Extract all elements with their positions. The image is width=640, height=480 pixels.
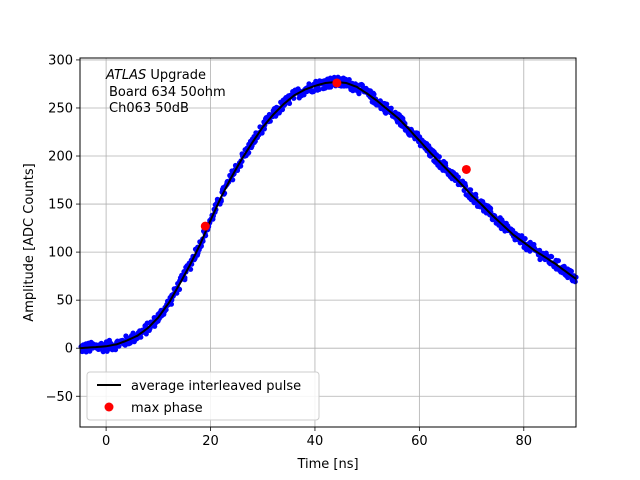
sample-point	[568, 268, 575, 274]
max-phase-point	[461, 164, 471, 174]
axis-ticks	[76, 59, 525, 431]
max-phase-marker-layer	[200, 78, 471, 231]
y-tick-label: 300	[48, 53, 73, 68]
y-tick-label: −50	[46, 390, 73, 405]
sample-point	[279, 106, 286, 113]
legend: average interleaved pulse max phase	[86, 371, 320, 421]
legend-marker-swatch	[104, 402, 114, 412]
sample-point	[143, 331, 149, 337]
sample-point	[316, 86, 322, 92]
y-tick-label: 50	[56, 294, 73, 309]
annotation-brand: ATLAS	[105, 68, 146, 83]
x-tick-label: 40	[307, 434, 324, 449]
y-tick-label: 0	[65, 342, 73, 357]
sample-point	[168, 301, 174, 307]
y-tick-label: 100	[48, 246, 73, 261]
grid-lines	[80, 58, 576, 427]
tick-labels: 0 20 40 60 80 −50 0 50 100 150 200 250 300	[46, 53, 533, 449]
sample-point	[468, 187, 474, 193]
sample-point	[522, 236, 528, 242]
max-phase-point	[332, 78, 342, 88]
y-tick-label: 150	[48, 198, 73, 213]
sample-point	[384, 101, 390, 107]
plot-frame	[79, 57, 577, 428]
sample-point	[549, 254, 555, 260]
sample-point	[436, 154, 442, 160]
annotation-brand-suffix: Upgrade	[146, 68, 206, 83]
y-axis-label: Amplitude [ADC Counts]	[22, 163, 37, 321]
sample-point	[286, 100, 293, 106]
legend-label-max-phase: max phase	[131, 401, 203, 416]
legend-label-average-pulse: average interleaved pulse	[131, 379, 301, 394]
sample-point	[572, 279, 578, 285]
x-tick-label: 0	[102, 434, 110, 449]
x-tick-label: 20	[202, 434, 219, 449]
sample-point	[112, 347, 119, 353]
y-tick-label: 200	[48, 150, 73, 165]
x-axis-label: Time [ns]	[296, 457, 358, 472]
sample-point	[346, 77, 352, 83]
annotation-line-3: Ch063 50dB	[109, 101, 189, 116]
average-pulse-line	[79, 80, 577, 350]
x-tick-label: 60	[411, 434, 428, 449]
max-phase-point	[200, 221, 210, 231]
sample-point	[138, 334, 144, 340]
sample-point	[371, 91, 377, 97]
annotation-line-1: ATLAS Upgrade	[105, 68, 206, 83]
sample-point	[555, 258, 562, 264]
x-tick-label: 80	[516, 434, 533, 449]
annotation-line-2: Board 634 50ohm	[109, 85, 226, 100]
annotation-block: ATLAS Upgrade Board 634 50ohm Ch063 50dB	[105, 68, 226, 116]
sample-point	[388, 105, 394, 111]
legend-box	[86, 371, 320, 421]
y-tick-label: 250	[48, 101, 73, 116]
